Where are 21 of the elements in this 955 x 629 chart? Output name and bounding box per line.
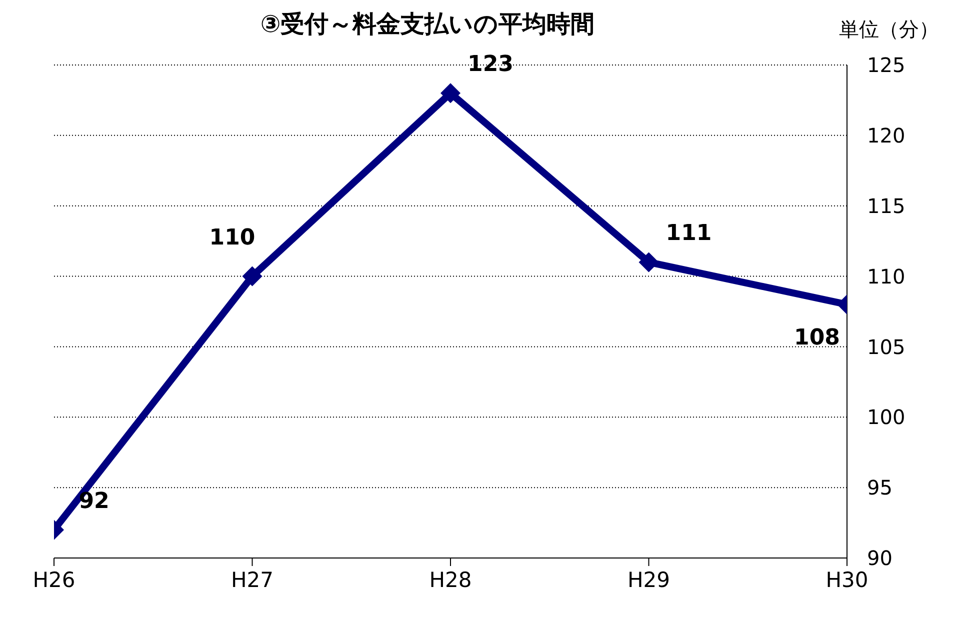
data-label: 92 — [78, 488, 110, 514]
y-axis-title: 単位（分） — [839, 16, 939, 43]
y-tick-label: 110 — [867, 264, 906, 288]
x-tick-label: H26 — [32, 568, 76, 592]
y-tick-label: 115 — [867, 194, 906, 218]
data-label: 108 — [794, 325, 840, 350]
y-tick-label: 120 — [867, 124, 906, 148]
x-tick-label: H27 — [230, 568, 274, 592]
x-tick-label: H30 — [826, 568, 868, 592]
y-tick-label: 105 — [867, 334, 906, 359]
x-tick-label: H29 — [627, 568, 670, 592]
chart-title: ③受付～料金支払いの平均時間 — [260, 10, 595, 38]
y-tick-label: 125 — [867, 53, 906, 78]
data-label: 110 — [209, 225, 256, 250]
point — [440, 83, 460, 104]
y-tick-label: 90 — [867, 546, 892, 570]
data-label: 123 — [468, 52, 514, 78]
x-tick-label: H28 — [429, 568, 472, 592]
y-tick-label: 95 — [867, 476, 892, 500]
data-label: 111 — [666, 221, 712, 246]
y-tick-label: 100 — [867, 405, 906, 430]
